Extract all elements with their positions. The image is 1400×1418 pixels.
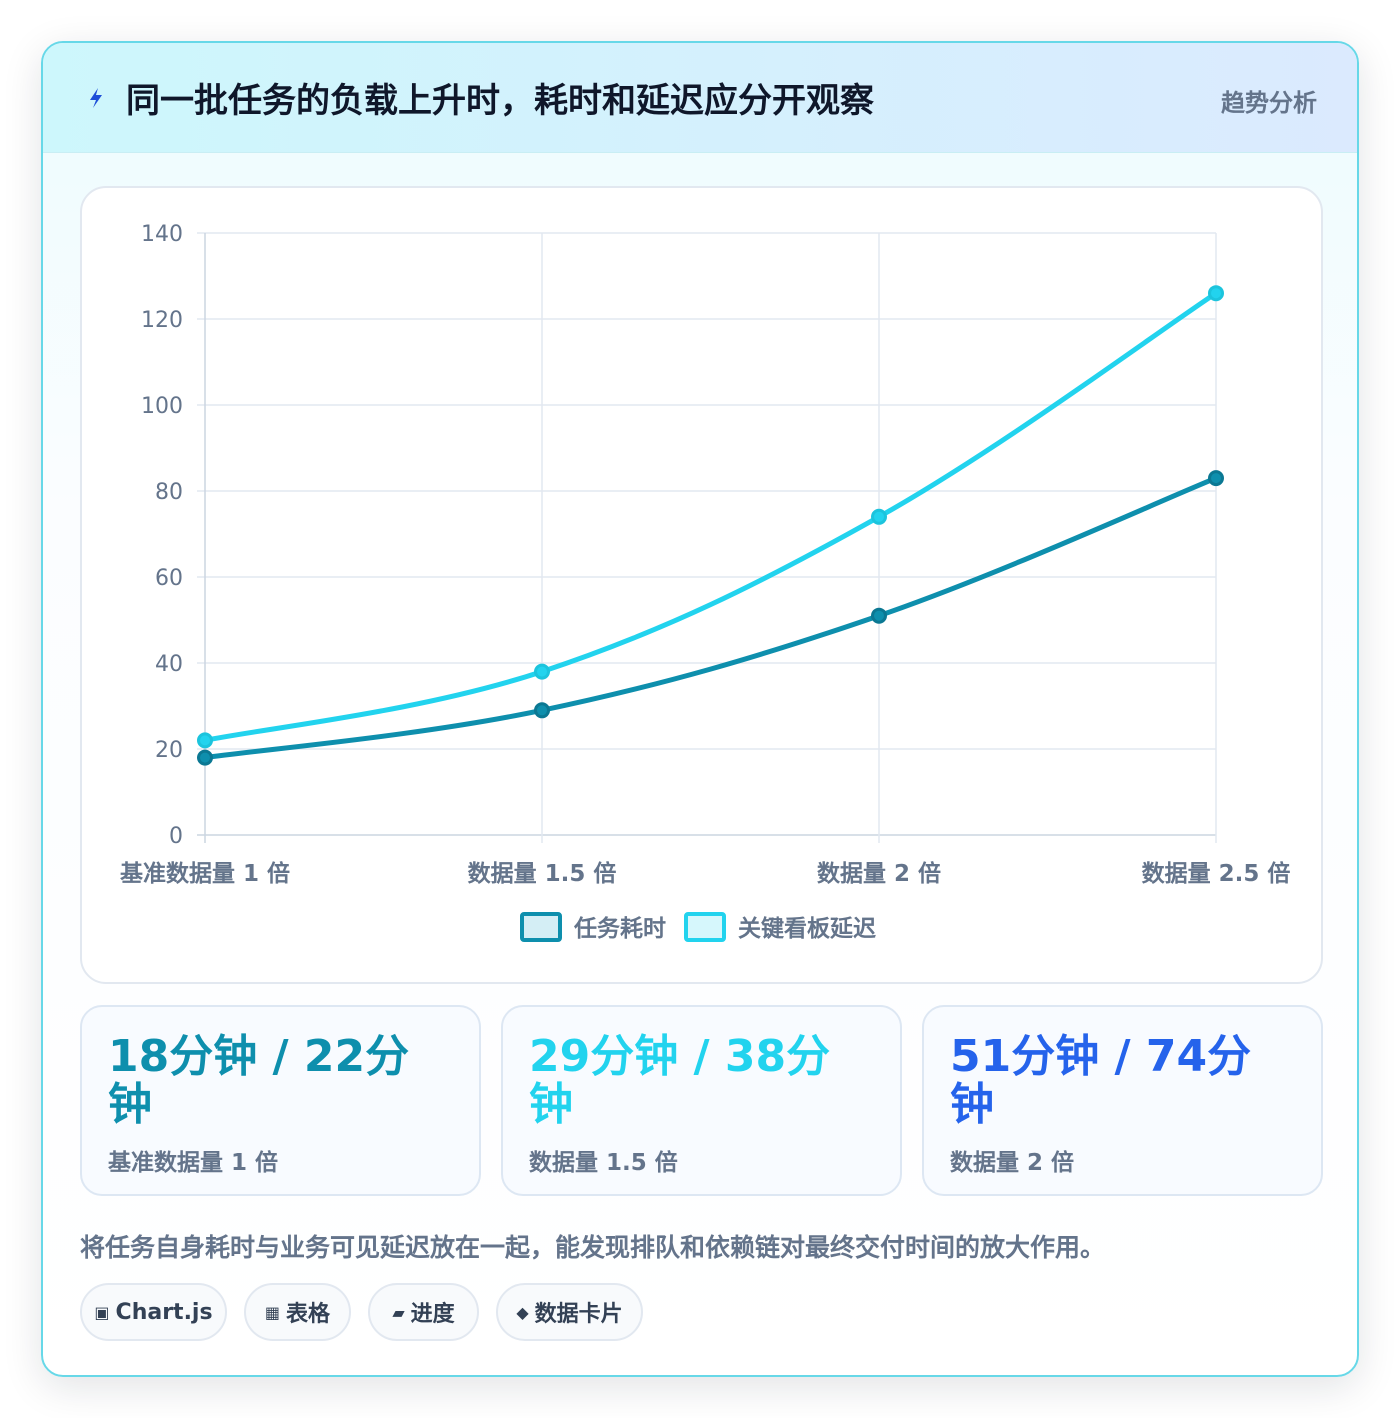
x-tick-label: 数据量 2 倍 (817, 860, 941, 887)
data-point (534, 702, 550, 719)
chip-table[interactable]: ▦ 表格 (244, 1283, 351, 1341)
stat-label: 数据量 1.5 倍 (529, 1150, 678, 1176)
data-point (871, 508, 887, 525)
series-line (202, 475, 1219, 761)
stat-card: 29分钟 / 38分钟 数据量 1.5 倍 (501, 1005, 902, 1196)
x-tick-label: 基准数据量 1 倍 (120, 860, 290, 887)
y-tick-label: 100 (141, 394, 183, 419)
category-tag: 趋势分析 (1221, 89, 1317, 117)
stat-value: 18分钟 / 22分钟 (108, 1031, 410, 1130)
y-tick-label: 40 (155, 652, 183, 677)
diamond-icon: ◆ (516, 1302, 529, 1322)
stat-label: 基准数据量 1 倍 (108, 1150, 279, 1176)
stat-value: 51分钟 / 74分钟 (950, 1031, 1252, 1130)
chip-label: 进度 (410, 1302, 455, 1327)
chip-data-card[interactable]: ◆ 数据卡片 (496, 1283, 643, 1341)
page-title: 同一批任务的负载上升时，耗时和延迟应分开观察 (126, 81, 874, 121)
table-icon: ▦ (264, 1302, 281, 1322)
lightning-icon (90, 88, 102, 108)
data-point (1208, 470, 1224, 487)
stat-label: 数据量 2 倍 (950, 1150, 1075, 1176)
data-point (1208, 285, 1224, 302)
y-tick-label: 80 (155, 480, 183, 505)
series-line (202, 290, 1219, 743)
stat-value: 29分钟 / 38分钟 (529, 1031, 831, 1130)
legend-swatch (520, 912, 562, 942)
chip-label: 数据卡片 (534, 1302, 623, 1327)
y-tick-label: 20 (155, 738, 183, 763)
data-point (197, 732, 213, 749)
chip-label: 表格 (286, 1302, 331, 1327)
x-tick-label: 数据量 2.5 倍 (1142, 860, 1291, 887)
y-tick-label: 140 (141, 222, 183, 247)
data-point (534, 663, 550, 680)
card-header: 同一批任务的负载上升时，耗时和延迟应分开观察 趋势分析 (43, 43, 1357, 153)
chart-icon: ▣ (94, 1302, 110, 1322)
stat-card: 18分钟 / 22分钟 基准数据量 1 倍 (80, 1005, 481, 1196)
line-chart: 0 20 40 60 80 100 120 140 基准数据量 1 倍 数据量 1.5 倍 数据量 … (120, 222, 1291, 942)
chip-label: Chart.js (115, 1299, 213, 1325)
y-tick-label: 120 (141, 308, 183, 333)
legend-label: 关键看板延迟 (738, 915, 876, 942)
data-point (871, 607, 887, 624)
stat-card: 51分钟 / 74分钟 数据量 2 倍 (922, 1005, 1323, 1196)
x-tick-label: 数据量 1.5 倍 (468, 860, 617, 887)
legend-label: 任务耗时 (573, 915, 666, 942)
legend-swatch (684, 912, 726, 942)
y-tick-label: 0 (169, 824, 183, 849)
chart-container: 0 20 40 60 80 100 120 140 基准数据量 1 倍 数据量 1.5 倍 数据量 … (80, 186, 1323, 984)
chart-card: 同一批任务的负载上升时，耗时和延迟应分开观察 趋势分析 0 20 40 60 80 100… (41, 41, 1359, 1377)
summary-note: 将任务自身耗时与业务可见延迟放在一起，能发现排队和依赖链对最终交付时间的放大作用… (80, 1233, 1106, 1262)
chip-progress[interactable]: ▰ 进度 (368, 1283, 479, 1341)
progress-icon: ▰ (392, 1302, 405, 1322)
chip-chartjs[interactable]: ▣ Chart.js (80, 1283, 227, 1341)
y-tick-label: 60 (155, 566, 183, 591)
data-point (197, 749, 213, 766)
